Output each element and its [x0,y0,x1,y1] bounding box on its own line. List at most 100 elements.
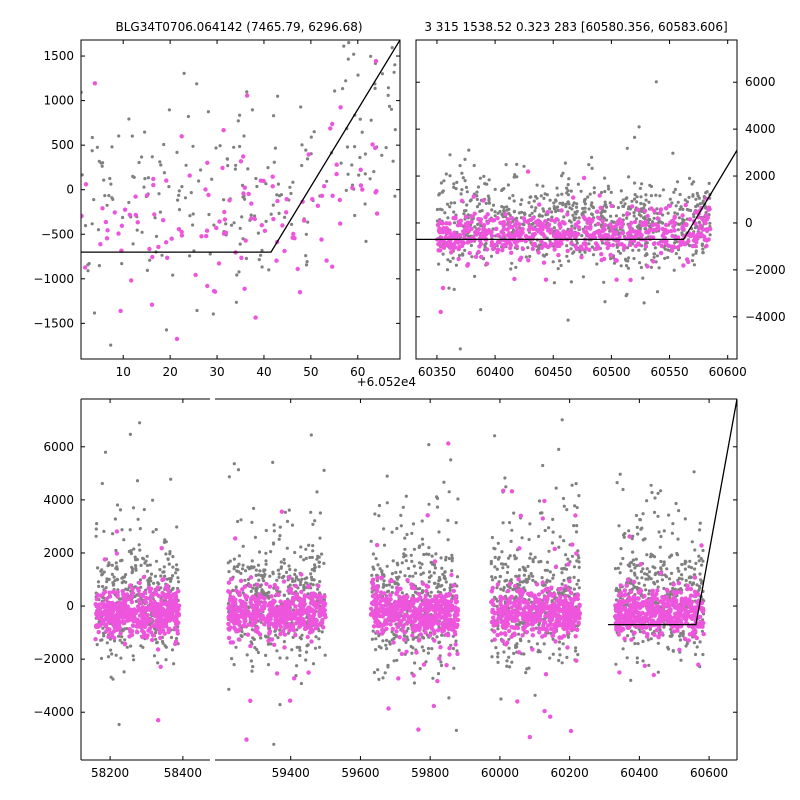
grey-point [386,93,390,97]
y-tick-label: −1000 [33,272,74,286]
grey-point [169,576,173,581]
grey-point [102,634,106,638]
magenta-point [334,162,339,167]
grey-point [158,210,162,214]
grey-point [249,213,253,217]
grey-point [483,182,487,186]
grey-point [560,571,564,575]
grey-point [100,164,104,168]
grey-point [502,585,506,590]
grey-point [496,627,500,631]
grey-point [175,525,179,529]
grey-point [675,180,680,184]
grey-point [112,582,116,586]
grey-point [253,535,257,540]
grey-point [410,651,414,655]
magenta-point [701,219,707,224]
magenta-point [291,231,296,237]
grey-point [556,208,561,213]
magenta-point [581,214,586,220]
magenta-point [203,187,208,192]
grey-point [310,568,314,572]
magenta-point [455,651,460,657]
grey-point [274,633,278,637]
grey-point [540,214,544,218]
grey-point [603,203,607,207]
grey-point [191,212,195,216]
magenta-point [330,121,335,127]
magenta-point [574,223,579,228]
grey-point [460,171,464,175]
grey-point [443,570,447,574]
grey-point [298,645,302,650]
magenta-point [375,575,380,580]
grey-point [682,218,686,222]
grey-point [276,568,280,572]
grey-point [371,552,375,556]
grey-point [154,527,158,532]
grey-point [645,499,649,503]
magenta-point [500,243,506,248]
grey-point [183,196,188,200]
grey-point [504,578,509,583]
magenta-point [306,152,311,157]
magenta-point [451,246,456,251]
grey-point [441,189,445,193]
grey-point [304,556,308,561]
grey-point [399,513,403,518]
grey-point [631,534,635,538]
grey-point [619,201,623,205]
grey-point [435,505,440,509]
magenta-point [133,212,138,218]
grey-point [577,556,581,560]
magenta-point [660,226,665,232]
grey-point [624,197,628,201]
grey-point [410,531,414,536]
magenta-point [253,315,258,320]
grey-point [427,443,431,447]
grey-point [117,634,121,638]
y-tick-label: −1500 [33,316,74,330]
grey-point [164,645,168,649]
magenta-point [681,263,686,268]
magenta-point [443,240,448,246]
grey-point [450,553,454,558]
grey-point [533,209,537,213]
magenta-point [216,261,222,266]
grey-point [304,148,308,152]
grey-point [527,201,531,205]
grey-point [496,655,500,659]
grey-point [528,522,532,526]
grey-point [385,590,389,594]
grey-point [453,201,457,205]
grey-point [375,579,379,583]
magenta-point [221,128,226,133]
magenta-point [655,216,660,221]
grey-point [448,588,452,592]
grey-point [560,192,564,196]
grey-point [380,72,384,76]
grey-point [323,653,327,657]
grey-point [510,261,514,265]
grey-point [111,677,115,681]
grey-point [450,559,454,563]
magenta-point [568,227,574,232]
magenta-point [537,630,542,635]
magenta-point [281,579,287,584]
grey-point [272,160,276,164]
grey-point [541,207,545,211]
magenta-point [505,640,510,645]
axes-frame [415,39,738,360]
magenta-point [526,227,532,232]
grey-point [352,52,356,56]
grey-point [369,118,373,122]
grey-point [451,646,455,651]
magenta-point [484,231,489,237]
grey-point [470,255,474,259]
grey-point [548,579,552,583]
grey-point [392,659,396,663]
grey-point [681,207,685,211]
magenta-point [476,216,481,222]
grey-point [463,248,467,252]
grey-point [633,197,637,201]
